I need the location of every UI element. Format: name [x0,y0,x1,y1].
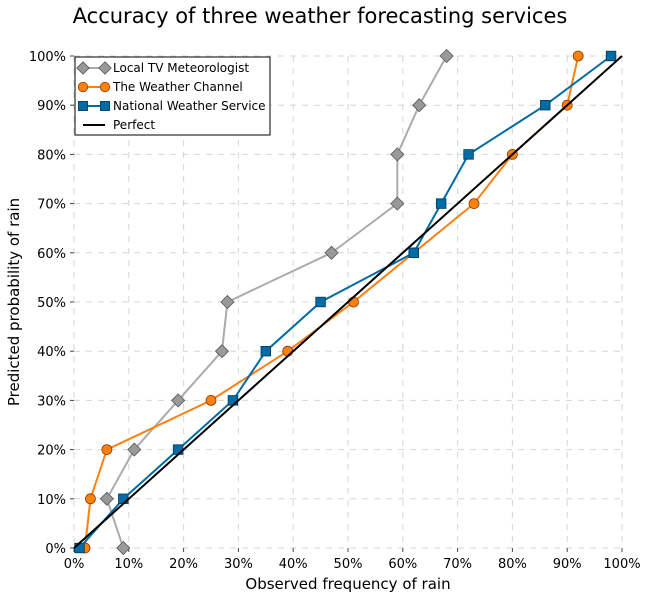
axis-ticks: 0% 10% 20% 30% 40% 50% 60% 70% 80% 90% 100% 0% 10% 20… [29,50,641,572]
y-tick-label: 40% [37,345,66,360]
legend-label: National Weather Service [113,99,266,113]
x-axis-label: Observed frequency of rain [245,575,450,593]
data-point [282,345,294,357]
data-point [171,393,186,408]
y-tick-label: 70% [37,198,66,213]
legend-entry: The Weather Channel [77,80,243,94]
x-tick-label: 90% [553,557,582,572]
data-point [227,395,239,406]
data-point [315,296,326,308]
y-tick-label: 90% [37,99,66,114]
data-point [116,540,131,556]
legend-marker [98,61,112,75]
y-tick-label: 50% [37,296,66,311]
data-point [74,542,85,554]
legend-label: Perfect [113,118,155,132]
y-axis-label: Predicted probability of rain [5,198,23,406]
legend-marker [100,101,110,111]
legend-marker [99,81,111,93]
y-tick-label: 60% [37,247,66,262]
y-tick-label: 80% [37,148,66,163]
data-point [390,147,405,162]
data-point [390,196,405,211]
series-local-tv-meteorologist [99,48,454,556]
y-tick-label: 30% [37,394,66,409]
data-point [220,294,235,310]
data-point [408,247,419,259]
data-point [439,48,454,64]
legend-label: Local TV Meteorologist [113,61,249,75]
x-tick-label: 30% [224,557,253,572]
x-tick-label: 80% [498,557,527,572]
data-point [205,394,217,406]
legend-marker [78,101,88,111]
data-point [468,198,480,210]
series-perfect [73,55,623,549]
data-point [172,444,184,455]
data-point [324,245,339,260]
data-point [101,444,113,456]
x-tick-label: 40% [279,557,308,572]
x-tick-label: 60% [388,557,417,572]
y-tick-label: 10% [37,493,66,508]
data-point [412,98,427,113]
series-layer [73,48,623,556]
legend-label: The Weather Channel [112,80,243,94]
x-tick-label: 70% [443,557,472,572]
data-point [214,344,230,359]
grid [73,55,623,549]
data-point [540,100,551,111]
y-tick-label: 100% [29,50,66,65]
series-line [73,55,623,549]
legend-entry: National Weather Service [78,99,266,113]
y-tick-label: 20% [37,444,66,459]
legend-marker [76,61,90,75]
data-point [99,491,114,506]
x-tick-label: 100% [603,557,640,572]
data-point [572,50,584,62]
data-point [260,345,272,357]
data-point [605,50,617,62]
chart-title: Accuracy of three weather forecasting se… [73,4,568,28]
x-tick-label: 20% [169,557,198,572]
data-point [348,296,359,308]
legend: Local TV Meteorologist The Weather Channe… [74,56,271,136]
x-tick-label: 50% [334,557,363,572]
legend-entry: Local TV Meteorologist [76,61,249,75]
data-point [118,493,129,505]
data-point [435,198,447,209]
x-tick-label: 10% [114,557,143,572]
y-tick-label: 0% [45,542,66,557]
legend-entry: Perfect [83,118,155,132]
legend-marker [77,81,89,93]
data-point [85,493,96,505]
x-tick-label: 0% [64,557,85,572]
data-point [127,442,142,457]
data-point [463,149,474,160]
